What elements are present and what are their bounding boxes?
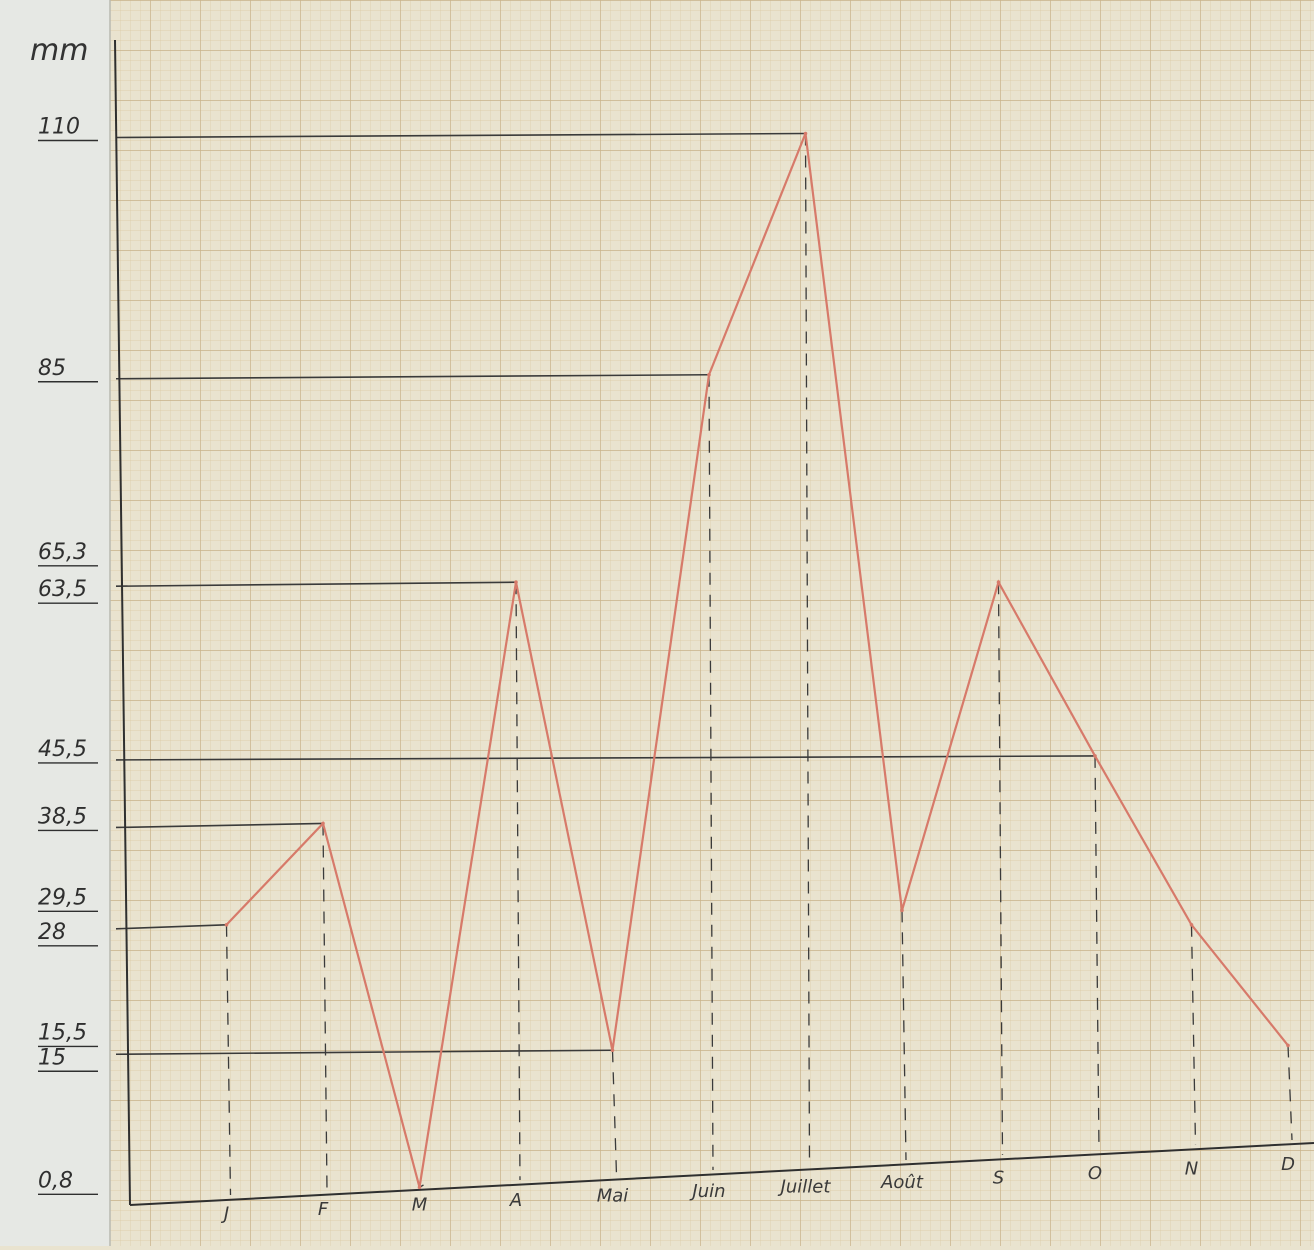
reference-line-7 <box>115 1049 613 1056</box>
data-point-12 <box>1286 1043 1290 1048</box>
x-tick-labels: J F M A Mai Juin Juillet Août S O N D <box>221 1154 1295 1225</box>
x-tick-label-2: F <box>318 1199 329 1220</box>
data-point-6 <box>707 372 711 377</box>
data-point-9 <box>996 580 1001 585</box>
data-series <box>224 131 1290 1190</box>
drop-line-4 <box>515 582 521 1181</box>
drop-line-12 <box>1287 1045 1293 1141</box>
x-tick-label-7: Juillet <box>778 1177 832 1198</box>
y-tick-label-10: 15 <box>38 1045 66 1070</box>
drop-line-7 <box>804 133 811 1166</box>
y-tick-label-4: 63,5 <box>38 577 87 602</box>
data-point-8 <box>900 908 904 913</box>
reference-line-4 <box>115 755 1096 761</box>
x-tick-label-11: N <box>1185 1159 1198 1180</box>
x-axis-line <box>129 1142 1314 1206</box>
drop-line-8 <box>901 910 907 1161</box>
series-line <box>225 133 1289 1188</box>
y-tick-label-9: 15,5 <box>38 1020 87 1045</box>
y-tick-label-5: 45,5 <box>38 737 87 762</box>
drop-line-2 <box>322 823 328 1191</box>
left-margin-strip <box>0 0 110 1246</box>
reference-line-3 <box>115 581 517 588</box>
drop-line-11 <box>1190 924 1197 1146</box>
data-point-3 <box>417 1185 422 1190</box>
x-tick-label-12: D <box>1281 1154 1295 1175</box>
data-point-10 <box>1093 754 1097 758</box>
x-tick-label-1: J <box>221 1204 229 1225</box>
data-point-4 <box>514 580 518 585</box>
x-tick-label-10: O <box>1088 1163 1102 1184</box>
y-tick-label-3: 65,3 <box>38 540 87 565</box>
reference-line-2 <box>115 373 710 380</box>
y-tick-label-11: 0,8 <box>38 1168 73 1193</box>
x-tick-label-8: Août <box>880 1172 924 1193</box>
reference-line-5 <box>115 822 324 829</box>
data-point-11 <box>1189 923 1194 927</box>
data-point-7 <box>803 131 808 136</box>
data-point-1 <box>224 923 229 927</box>
guide-lines <box>115 132 1293 1196</box>
y-axis-line <box>114 39 131 1206</box>
data-point-5 <box>610 1048 615 1053</box>
drop-line-6 <box>708 374 714 1171</box>
y-tick-labels: 110 85 65,3 63,5 45,5 38,5 29,5 28 15,515 0,8 <box>38 115 98 1195</box>
x-tick-label-5: Mai <box>597 1186 629 1207</box>
x-tick-label-3: M <box>412 1195 428 1216</box>
y-tick-label-2: 85 <box>38 356 66 381</box>
data-point-2 <box>321 821 325 826</box>
y-tick-label-1: 110 <box>38 115 80 140</box>
reference-line-1 <box>115 132 806 139</box>
drop-line-1 <box>225 924 232 1196</box>
y-tick-label-6: 38,5 <box>38 804 87 829</box>
drop-line-9 <box>997 582 1004 1156</box>
y-tick-label-8: 28 <box>38 920 66 945</box>
y-axis-unit-label: mm <box>30 33 88 68</box>
x-tick-label-9: S <box>993 1168 1004 1189</box>
x-tick-label-4: A <box>509 1190 522 1211</box>
reference-line-6 <box>115 924 227 930</box>
axes <box>114 39 1314 1206</box>
y-tick-label-7: 29,5 <box>38 885 87 910</box>
x-tick-label-6: Juin <box>689 1181 725 1202</box>
